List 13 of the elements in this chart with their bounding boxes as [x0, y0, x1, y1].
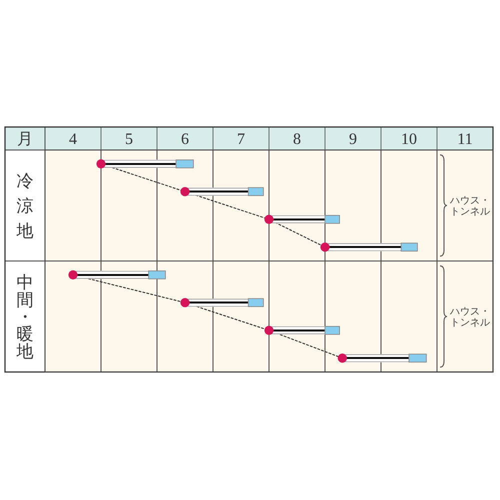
x-tick-label: 9 — [349, 131, 357, 148]
x-tick-label: 6 — [181, 131, 189, 148]
x-tick-label: 10 — [401, 131, 417, 148]
annotation: ハウス・トンネル — [449, 306, 490, 328]
text: 中間・暖地 — [16, 273, 34, 361]
x-tick-label: 8 — [293, 131, 301, 148]
x-tick-label: 11 — [457, 131, 473, 148]
annotation: ハウス・トンネル — [449, 196, 490, 218]
x-tick-label: 5 — [125, 131, 133, 148]
x-axis-title: 月 — [17, 131, 33, 148]
text: 冷涼地 — [16, 172, 34, 240]
x-tick-label: 7 — [237, 131, 245, 148]
x-tick-label: 4 — [69, 131, 77, 148]
